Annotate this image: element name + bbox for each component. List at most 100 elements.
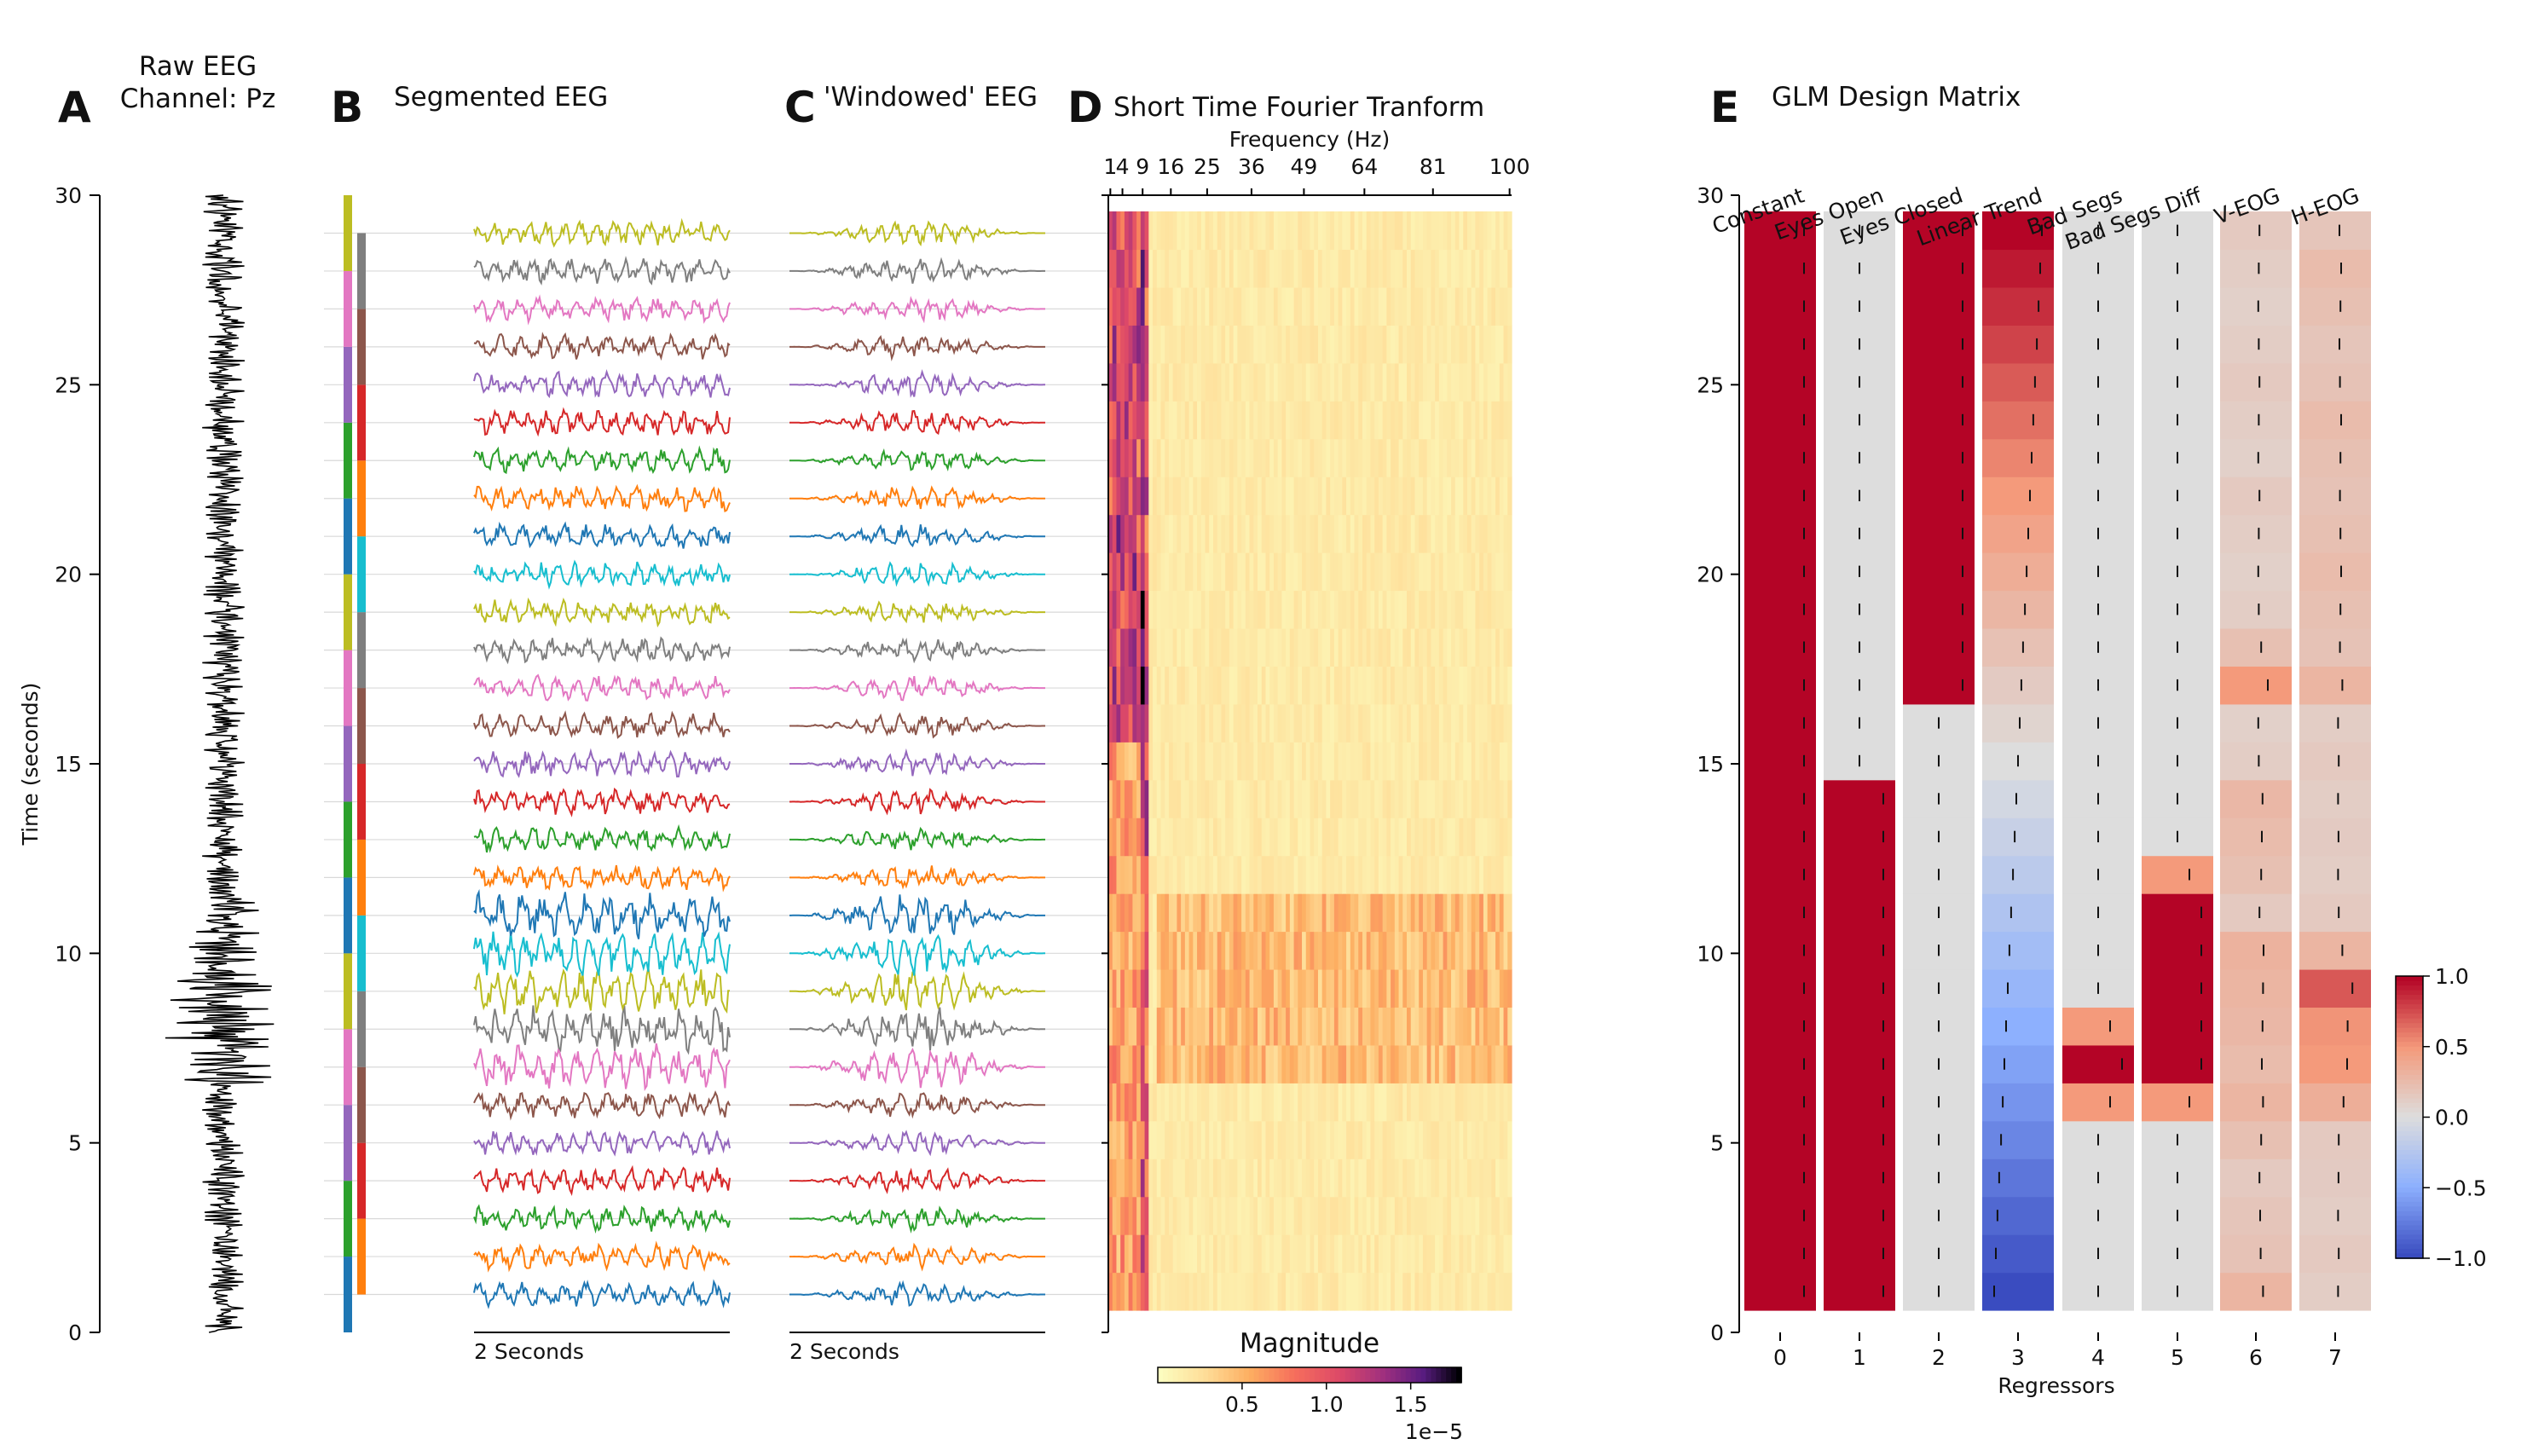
stft-cell	[1293, 931, 1298, 970]
stft-colorbar: 0.5 1.0 1.5	[1157, 1366, 1462, 1417]
stft-cell	[1354, 1158, 1359, 1198]
stft-cell	[1362, 1044, 1368, 1083]
stft-cell	[1165, 1272, 1170, 1311]
stft-cell	[1491, 931, 1496, 970]
stft-cell	[1471, 362, 1477, 402]
stft-cell	[1120, 779, 1125, 818]
stft-cell	[1414, 286, 1420, 326]
stft-cell	[1165, 1158, 1170, 1198]
glm-colorbar-cell	[2396, 1117, 2423, 1123]
stft-cell	[1156, 438, 1162, 477]
stft-cell	[1153, 249, 1158, 288]
stft-cell	[1209, 742, 1214, 781]
glm-cell	[2299, 1196, 2371, 1235]
stft-cell	[1326, 931, 1331, 970]
stft-cell	[1241, 211, 1246, 251]
stft-cell	[1358, 855, 1363, 894]
stft-cell	[1366, 1196, 1372, 1235]
stft-cell	[1451, 1272, 1456, 1311]
glm-ytick-label: 25	[1697, 373, 1724, 397]
stft-cell	[1168, 211, 1174, 251]
stft-cell	[1298, 1158, 1303, 1198]
stft-cell	[1310, 211, 1315, 251]
stft-cell	[1245, 742, 1251, 781]
stft-cell	[1370, 362, 1375, 402]
stft-cell	[1144, 1083, 1149, 1122]
stft-cell	[1350, 477, 1356, 516]
stft-cell	[1358, 590, 1363, 629]
glm-cell	[2299, 1234, 2371, 1274]
stft-cell	[1269, 1196, 1275, 1235]
stft-cell	[1495, 818, 1501, 857]
stft-cell	[1354, 1234, 1359, 1274]
stft-cell	[1483, 1234, 1489, 1274]
stft-cell	[1326, 590, 1331, 629]
stft-cell	[1503, 1272, 1508, 1311]
stft-cell	[1193, 590, 1198, 629]
stft-cell	[1273, 818, 1279, 857]
stft-cell	[1435, 249, 1440, 288]
stft-cell	[1346, 893, 1351, 933]
stft-cell	[1298, 1044, 1303, 1083]
stft-cell	[1265, 779, 1270, 818]
stft-cell	[1200, 818, 1206, 857]
stft-cell	[1426, 325, 1431, 364]
stft-cell	[1378, 477, 1384, 516]
stft-cell	[1358, 968, 1363, 1008]
stft-cell	[1148, 1234, 1154, 1274]
stft-cell	[1463, 1044, 1468, 1083]
stft-cell	[1237, 1007, 1242, 1046]
stft-cell	[1374, 818, 1379, 857]
glm-colorbar-cell	[2396, 1126, 2423, 1132]
stft-cell	[1426, 1007, 1431, 1046]
stft-cell	[1293, 249, 1298, 288]
stft-cell	[1495, 703, 1501, 742]
stft-cell	[1165, 211, 1170, 251]
stft-cell	[1354, 325, 1359, 364]
stft-cell	[1116, 1083, 1121, 1122]
stft-cell	[1269, 438, 1275, 477]
stft-cell	[1479, 968, 1484, 1008]
stft-cell	[1438, 362, 1444, 402]
stft-cell	[1314, 779, 1319, 818]
stft-cell	[1314, 211, 1319, 251]
stft-cell	[1177, 286, 1182, 326]
stft-cell	[1321, 325, 1327, 364]
stft-cell	[1310, 779, 1315, 818]
stft-cell	[1314, 1272, 1319, 1311]
stft-cell	[1148, 552, 1154, 592]
stft-cell	[1378, 1083, 1384, 1122]
stft-cell	[1298, 552, 1303, 592]
stft-cell	[1160, 893, 1165, 933]
stft-cell	[1168, 1083, 1174, 1122]
stft-cell	[1463, 742, 1468, 781]
stft-cell	[1487, 666, 1492, 705]
stft-colorbar-cell	[1360, 1367, 1367, 1383]
stft-cell	[1346, 627, 1351, 667]
stft-cell	[1475, 1120, 1480, 1159]
stft-cell	[1253, 286, 1258, 326]
stft-cell	[1378, 286, 1384, 326]
stft-cell	[1148, 703, 1154, 742]
stft-cell	[1391, 1158, 1396, 1198]
stft-cell	[1431, 968, 1436, 1008]
stft-cell	[1326, 703, 1331, 742]
stft-cell	[1258, 627, 1263, 667]
stft-cell	[1209, 855, 1214, 894]
stft-cell	[1261, 968, 1267, 1008]
stft-cell	[1205, 401, 1210, 440]
stft-cell	[1346, 249, 1351, 288]
stft-cell	[1459, 931, 1464, 970]
glm-colorbar-cell	[2396, 1229, 2423, 1236]
stft-cell	[1333, 1158, 1339, 1198]
stft-cell	[1350, 325, 1356, 364]
stft-cell	[1168, 590, 1174, 629]
stft-cell	[1165, 1007, 1170, 1046]
stft-cell	[1431, 362, 1436, 402]
glm-cell	[2220, 1083, 2292, 1122]
stft-cell	[1302, 1234, 1307, 1274]
stft-cell	[1172, 438, 1178, 477]
stft-cell	[1475, 514, 1480, 553]
windowed-eeg-trace	[789, 335, 1045, 361]
stft-cell	[1298, 931, 1303, 970]
